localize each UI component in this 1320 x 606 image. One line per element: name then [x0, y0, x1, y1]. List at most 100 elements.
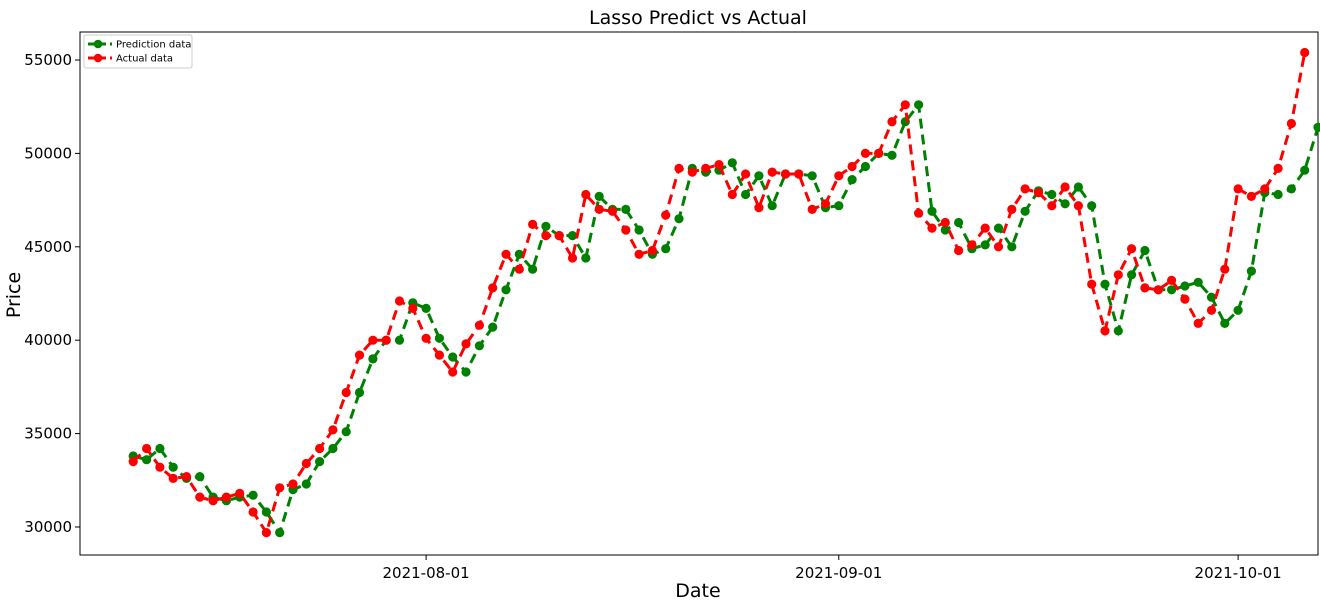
series-layer	[128, 47, 1320, 538]
data-point	[554, 231, 564, 241]
data-point	[1007, 242, 1017, 252]
data-point	[354, 350, 365, 360]
data-point	[741, 189, 751, 200]
y-tick-label: 50000	[24, 144, 72, 162]
data-point	[474, 320, 484, 330]
data-point	[914, 208, 924, 218]
data-point	[1033, 188, 1044, 198]
data-point	[1073, 201, 1083, 211]
data-point	[954, 217, 964, 228]
y-tick-label: 45000	[24, 238, 72, 256]
data-point	[1047, 189, 1057, 200]
data-point	[954, 245, 964, 256]
data-point	[288, 479, 298, 489]
data-point	[528, 219, 538, 229]
data-point	[900, 100, 910, 110]
data-point	[341, 427, 351, 437]
data-point	[1060, 182, 1070, 192]
data-point	[914, 100, 924, 110]
data-point	[1206, 305, 1217, 315]
data-point	[993, 242, 1004, 252]
data-point	[794, 169, 804, 179]
data-point	[1127, 244, 1137, 254]
data-point	[195, 492, 205, 502]
data-point	[315, 443, 325, 454]
data-point	[967, 240, 977, 250]
x-axis-label: Date	[675, 580, 720, 602]
data-point	[567, 231, 578, 241]
y-tick-label: 40000	[24, 331, 72, 349]
data-point	[541, 231, 551, 241]
data-point	[647, 245, 658, 256]
data-point	[248, 507, 258, 517]
data-point	[488, 322, 498, 332]
data-point	[394, 335, 405, 345]
data-point	[301, 458, 311, 469]
data-point	[661, 210, 671, 220]
data-point	[767, 201, 777, 211]
data-point	[501, 285, 511, 295]
data-point	[381, 335, 391, 345]
data-point	[1233, 184, 1243, 194]
data-point	[248, 490, 258, 500]
data-point	[1127, 270, 1137, 280]
data-point	[168, 473, 178, 483]
data-point	[834, 171, 844, 181]
x-axis: 2021-08-01 2021-09-01 2021-10-01	[383, 555, 1282, 582]
data-point	[275, 483, 285, 493]
data-point	[1100, 279, 1110, 289]
data-point	[315, 457, 325, 467]
data-point	[581, 189, 591, 200]
y-tick-label: 35000	[24, 425, 72, 443]
data-point	[860, 148, 871, 158]
data-point	[461, 367, 471, 377]
data-point	[741, 169, 751, 179]
x-tick-label: 2021-08-01	[383, 564, 470, 582]
data-point	[1273, 189, 1283, 200]
data-point	[567, 253, 578, 263]
data-point	[1180, 281, 1190, 291]
data-point	[980, 223, 990, 233]
data-point	[940, 225, 950, 235]
data-point	[168, 462, 178, 472]
data-point	[1100, 326, 1110, 336]
data-point	[927, 206, 937, 216]
data-point	[594, 191, 604, 201]
y-tick-label: 30000	[24, 518, 72, 536]
data-point	[661, 244, 671, 254]
data-point	[807, 171, 817, 181]
series-line	[132, 52, 1307, 537]
data-point	[993, 223, 1004, 233]
data-point	[674, 214, 684, 224]
series-line	[132, 101, 1320, 537]
data-point	[341, 387, 351, 398]
data-point	[514, 264, 524, 274]
data-point	[1140, 245, 1150, 256]
data-point	[1087, 279, 1097, 289]
data-point	[142, 443, 152, 454]
data-point	[1273, 163, 1283, 173]
data-point	[754, 171, 764, 181]
x-tick-label: 2021-10-01	[1195, 564, 1282, 582]
data-point	[1060, 199, 1070, 209]
data-point	[887, 150, 897, 160]
data-point	[687, 167, 697, 177]
data-point	[1286, 184, 1296, 194]
data-point	[714, 160, 724, 170]
data-point	[980, 240, 990, 250]
data-point	[607, 206, 618, 216]
y-axis-label: Price	[3, 272, 25, 318]
data-point	[1193, 277, 1203, 287]
data-point	[927, 223, 937, 233]
data-point	[621, 204, 631, 214]
data-point	[1233, 305, 1243, 315]
legend-swatch-marker	[93, 39, 103, 49]
data-point	[155, 443, 165, 454]
legend-swatch-marker	[93, 53, 103, 63]
data-point	[328, 443, 338, 454]
data-point	[434, 333, 444, 343]
data-point	[275, 528, 285, 538]
data-point	[1167, 285, 1177, 295]
series-group	[128, 100, 1320, 538]
